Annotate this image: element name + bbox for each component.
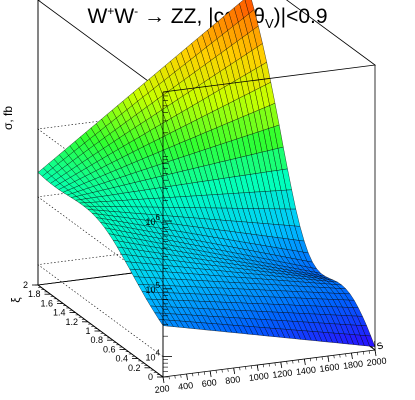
y-tick-label: 1.2 bbox=[65, 317, 78, 327]
x-tick-label: 400 bbox=[178, 380, 194, 392]
y-tick-label: 1.4 bbox=[53, 308, 66, 318]
front-box-edges bbox=[162, 0, 377, 350]
x-tick-label: 600 bbox=[201, 377, 217, 389]
y-tick-label: 0.4 bbox=[115, 354, 128, 364]
x-tick-label: 800 bbox=[225, 374, 241, 386]
surface-mesh bbox=[37, 0, 376, 347]
x-tick-label: 200 bbox=[154, 383, 170, 395]
x-tick-label: 1000 bbox=[248, 371, 269, 383]
z-tick-label: 104 bbox=[146, 349, 161, 363]
y-tick-label: 0 bbox=[148, 372, 153, 382]
x-axis: 200 400 600 800 1000 1200 1400 1600 1800 2000 bbox=[154, 349, 387, 395]
x-axis-label: √s bbox=[368, 337, 385, 354]
y-tick-label: 1 bbox=[85, 326, 90, 336]
y-tick-label: 0.8 bbox=[90, 335, 103, 345]
z-tick-label: 105 bbox=[146, 281, 161, 295]
surface-cell bbox=[365, 335, 376, 347]
x-tick-label: 1600 bbox=[319, 362, 340, 374]
y-tick-label: 1.6 bbox=[40, 298, 53, 308]
y-tick-label: 1.8 bbox=[28, 289, 41, 299]
y-tick-label: 0.2 bbox=[128, 363, 141, 373]
y-tick-label: 2 bbox=[23, 280, 28, 290]
x-tick-label: 1200 bbox=[272, 368, 293, 380]
x-tick-label: 1400 bbox=[295, 365, 316, 377]
y-axis: 0 0.20.40.60.81 1.21.41.61.82 bbox=[23, 280, 163, 382]
x-tick-label: 2000 bbox=[366, 356, 387, 368]
z-axis-label: σ, fb bbox=[1, 106, 15, 130]
z-axis: 104 105 106 bbox=[146, 91, 172, 378]
x-tick-label: 1800 bbox=[342, 359, 363, 371]
y-axis-label: ξ bbox=[9, 297, 23, 303]
y-tick-label: 0.6 bbox=[103, 344, 116, 354]
z-tick-label: 106 bbox=[146, 213, 161, 227]
